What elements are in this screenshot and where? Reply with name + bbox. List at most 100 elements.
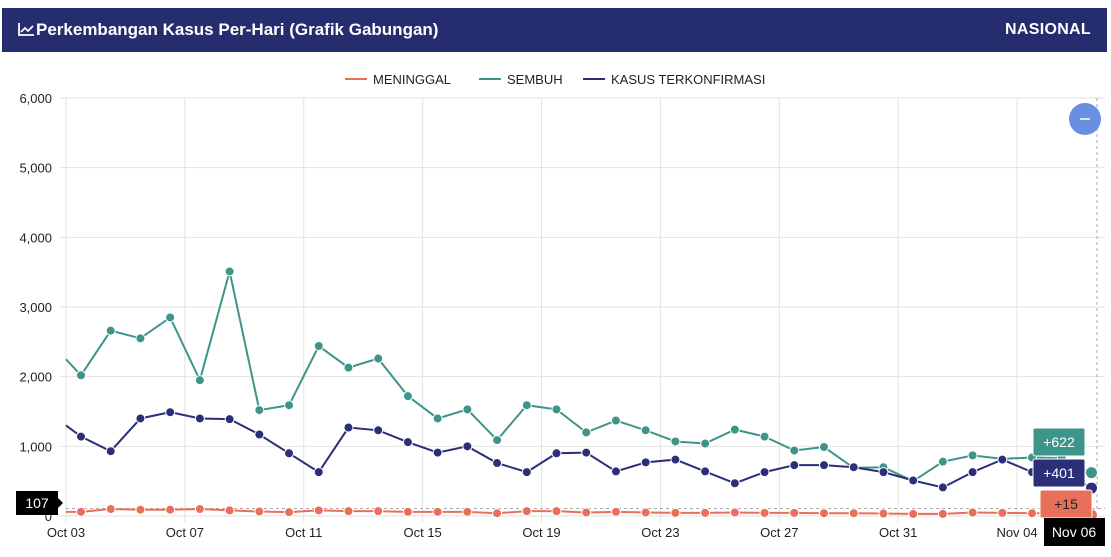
data-point[interactable] bbox=[105, 504, 116, 515]
data-point[interactable] bbox=[819, 508, 829, 519]
legend-label[interactable]: MENINGGAL bbox=[373, 72, 451, 87]
data-point[interactable] bbox=[343, 506, 354, 517]
data-point[interactable] bbox=[581, 427, 592, 438]
data-point[interactable] bbox=[581, 507, 592, 518]
data-point[interactable] bbox=[1027, 508, 1038, 519]
data-point[interactable] bbox=[700, 438, 711, 449]
data-point[interactable] bbox=[670, 436, 681, 447]
chart-title: Perkembangan Kasus Per-Hari (Grafik Gabu… bbox=[18, 20, 438, 40]
data-point[interactable] bbox=[521, 506, 532, 517]
data-point[interactable] bbox=[759, 507, 770, 518]
data-point[interactable] bbox=[937, 482, 948, 493]
data-point[interactable] bbox=[254, 429, 265, 440]
data-point[interactable] bbox=[105, 325, 116, 336]
data-point[interactable] bbox=[700, 466, 711, 477]
data-point[interactable] bbox=[105, 446, 116, 457]
data-point[interactable] bbox=[848, 462, 859, 473]
data-point[interactable] bbox=[700, 507, 711, 518]
data-point[interactable] bbox=[789, 460, 800, 471]
data-point[interactable] bbox=[819, 460, 829, 471]
data-point[interactable] bbox=[76, 370, 86, 381]
data-point[interactable] bbox=[224, 414, 235, 425]
data-point[interactable] bbox=[967, 450, 978, 461]
data-point[interactable] bbox=[937, 508, 948, 519]
data-point[interactable] bbox=[729, 424, 740, 435]
data-point[interactable] bbox=[194, 504, 205, 515]
data-point[interactable] bbox=[878, 508, 889, 519]
data-point[interactable] bbox=[670, 454, 681, 465]
data-point[interactable] bbox=[402, 391, 413, 402]
data-point[interactable] bbox=[521, 467, 532, 478]
data-point[interactable] bbox=[343, 422, 354, 433]
data-point[interactable] bbox=[165, 312, 176, 323]
data-point[interactable] bbox=[135, 413, 146, 424]
data-point[interactable] bbox=[1084, 466, 1098, 480]
data-point[interactable] bbox=[640, 457, 651, 468]
data-point[interactable] bbox=[373, 353, 384, 364]
data-point[interactable] bbox=[194, 375, 205, 386]
data-point[interactable] bbox=[432, 413, 443, 424]
data-point[interactable] bbox=[194, 413, 205, 424]
data-point[interactable] bbox=[492, 458, 503, 469]
data-point[interactable] bbox=[789, 445, 800, 456]
y-tick-label: 1,000 bbox=[19, 439, 52, 454]
data-point[interactable] bbox=[759, 467, 770, 478]
data-point[interactable] bbox=[165, 504, 176, 515]
data-point[interactable] bbox=[462, 441, 473, 452]
data-point[interactable] bbox=[165, 407, 176, 418]
data-point[interactable] bbox=[432, 447, 443, 458]
data-point[interactable] bbox=[313, 505, 324, 516]
data-point[interactable] bbox=[254, 506, 265, 517]
data-point[interactable] bbox=[997, 507, 1008, 518]
data-point[interactable] bbox=[551, 506, 562, 517]
data-point[interactable] bbox=[819, 442, 829, 453]
data-point[interactable] bbox=[462, 404, 473, 415]
data-point[interactable] bbox=[224, 266, 235, 277]
legend-label[interactable]: KASUS TERKONFIRMASI bbox=[611, 72, 765, 87]
data-point[interactable] bbox=[402, 506, 413, 517]
data-point[interactable] bbox=[432, 506, 443, 517]
data-point[interactable] bbox=[997, 454, 1008, 465]
data-point[interactable] bbox=[76, 431, 86, 442]
data-point[interactable] bbox=[551, 404, 562, 415]
data-point[interactable] bbox=[759, 431, 770, 442]
data-point[interactable] bbox=[284, 400, 295, 411]
data-point[interactable] bbox=[135, 333, 146, 344]
data-point[interactable] bbox=[492, 435, 503, 446]
data-point[interactable] bbox=[581, 447, 592, 458]
data-point[interactable] bbox=[937, 456, 948, 467]
data-point[interactable] bbox=[313, 341, 324, 352]
data-point[interactable] bbox=[967, 467, 978, 478]
data-point[interactable] bbox=[521, 400, 532, 411]
data-point[interactable] bbox=[908, 508, 919, 519]
data-point[interactable] bbox=[76, 506, 86, 517]
data-point[interactable] bbox=[789, 507, 800, 518]
legend-label[interactable]: SEMBUH bbox=[507, 72, 563, 87]
data-point[interactable] bbox=[462, 506, 473, 517]
data-point[interactable] bbox=[313, 467, 324, 478]
data-point[interactable] bbox=[610, 466, 621, 477]
data-point[interactable] bbox=[284, 507, 295, 518]
data-point[interactable] bbox=[343, 362, 354, 373]
data-point[interactable] bbox=[610, 415, 621, 426]
data-point[interactable] bbox=[878, 467, 889, 478]
data-point[interactable] bbox=[373, 425, 384, 436]
data-point[interactable] bbox=[284, 448, 295, 459]
data-point[interactable] bbox=[224, 505, 235, 516]
data-point[interactable] bbox=[908, 475, 919, 486]
data-point[interactable] bbox=[848, 508, 859, 519]
data-point[interactable] bbox=[670, 507, 681, 518]
data-point[interactable] bbox=[254, 405, 265, 416]
data-point[interactable] bbox=[640, 507, 651, 518]
data-point[interactable] bbox=[551, 448, 562, 459]
data-point[interactable] bbox=[729, 507, 740, 518]
data-point[interactable] bbox=[729, 478, 740, 489]
data-point[interactable] bbox=[135, 504, 146, 515]
data-point[interactable] bbox=[402, 437, 413, 448]
y-tick-label: 3,000 bbox=[19, 300, 52, 315]
data-point[interactable] bbox=[610, 506, 621, 517]
data-point[interactable] bbox=[967, 507, 978, 518]
data-point[interactable] bbox=[640, 425, 651, 436]
data-point[interactable] bbox=[492, 508, 503, 519]
data-point[interactable] bbox=[373, 506, 384, 517]
